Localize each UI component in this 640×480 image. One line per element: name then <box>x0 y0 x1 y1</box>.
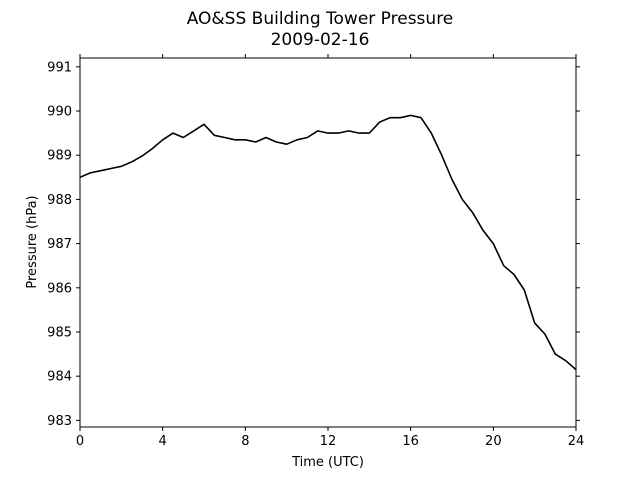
x-axis-label: Time (UTC) <box>291 455 364 470</box>
plot-frame <box>79 57 577 428</box>
y-tick-label: 983 <box>47 414 72 429</box>
y-tick-label: 989 <box>47 149 72 164</box>
pressure-series-line <box>79 114 577 371</box>
x-tick-label: 0 <box>76 434 84 449</box>
chart-subtitle: 2009-02-16 <box>271 30 370 50</box>
x-tick-label: 24 <box>568 434 585 449</box>
x-tick-label: 20 <box>485 434 502 449</box>
x-tick-label: 16 <box>402 434 419 449</box>
x-tick-label: 12 <box>320 434 337 449</box>
y-tick-label: 985 <box>47 325 72 340</box>
y-tick-label: 991 <box>47 60 72 75</box>
chart-title: AO&SS Building Tower Pressure <box>187 9 454 29</box>
y-tick-label: 984 <box>47 370 72 385</box>
y-tick-label: 986 <box>47 281 72 296</box>
y-tick-label: 988 <box>47 193 72 208</box>
y-tick-label: 990 <box>47 105 72 120</box>
y-tick-label: 987 <box>47 237 72 252</box>
x-tick-label: 8 <box>241 434 249 449</box>
y-axis-label: Pressure (hPa) <box>25 195 40 288</box>
plot-area: 0 4 8 12 16 20 24 983 984 985 986 987 988 989 990 991 <box>47 54 584 449</box>
x-tick-label: 4 <box>159 434 167 449</box>
